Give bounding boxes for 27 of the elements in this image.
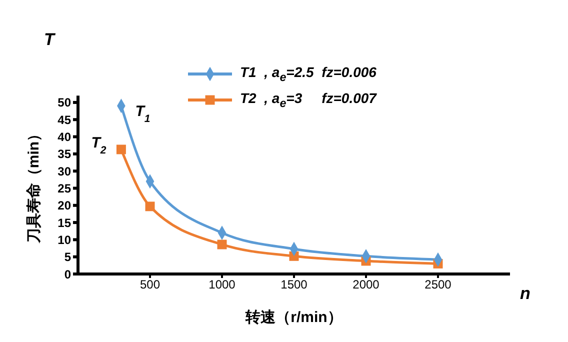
y-tick-label: 10 bbox=[58, 232, 72, 247]
y-tick-label: 35 bbox=[58, 147, 72, 162]
y-tick-label: 25 bbox=[58, 181, 72, 196]
point bbox=[116, 144, 126, 154]
y-tick-label: 45 bbox=[58, 112, 72, 127]
y-tick-label: 20 bbox=[58, 198, 72, 213]
text: T bbox=[44, 30, 54, 50]
text: n bbox=[520, 284, 530, 304]
point bbox=[145, 202, 155, 212]
x-tick-label: 2500 bbox=[424, 278, 452, 292]
x-axis-title: 转速（r/min） bbox=[244, 309, 342, 326]
y-axis-title: 刀具寿命（min） bbox=[25, 126, 42, 244]
annotation: T$_{2}$ bbox=[91, 134, 106, 156]
x-tick-label: 2000 bbox=[352, 278, 380, 292]
y-tick-label: 30 bbox=[58, 164, 72, 178]
x-tick-label: 1000 bbox=[208, 278, 236, 292]
x-tick-label: 500 bbox=[140, 278, 160, 292]
x-tick-label: 1500 bbox=[280, 278, 308, 292]
point bbox=[217, 240, 227, 250]
legend-label: T2 , a$_{e}$=3 fz=0.007 bbox=[240, 90, 376, 110]
y-tick-label: 15 bbox=[58, 216, 72, 230]
y-tick-label: 0 bbox=[64, 267, 72, 282]
y-tick-label: 50 bbox=[58, 96, 72, 110]
annotation: T$_{1}$ bbox=[135, 102, 150, 125]
y-tick-label: 5 bbox=[64, 250, 72, 264]
y-tick-label: 40 bbox=[58, 130, 72, 144]
legend-label: T1 , a$_{e}$=2.5 fz=0.006 bbox=[240, 64, 376, 84]
